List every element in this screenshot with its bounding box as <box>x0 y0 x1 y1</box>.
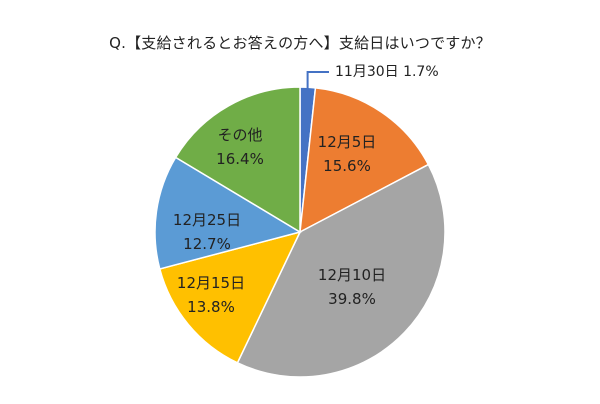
pie-slice-6 <box>174 86 301 234</box>
chart-title: Q.【支給されるとお答えの方へ】支給日はいつですか？ <box>109 34 491 52</box>
pie-slice-2 <box>299 87 430 234</box>
pie-slice-5 <box>154 156 302 270</box>
pie-slice-4 <box>158 230 302 364</box>
leader-line <box>306 71 329 91</box>
slice-value-4: 13.8% <box>187 298 235 316</box>
slice-labels: 11月30日 1.7% 12月5日 15.6% 12月10日 39.8% 12月15日 13… <box>173 64 439 316</box>
pie-slices <box>154 86 446 378</box>
slice-label-3: 12月10日 <box>318 266 386 284</box>
slice-label-6: その他 <box>217 126 262 144</box>
slice-value-6: 16.4% <box>216 150 264 168</box>
slice-label-4: 12月15日 <box>177 274 245 292</box>
slice-value-5: 12.7% <box>183 235 231 253</box>
slice-label-callout: 11月30日 1.7% <box>335 64 439 80</box>
pie-slice-3 <box>236 163 446 378</box>
slice-value-3: 39.8% <box>328 290 376 308</box>
slice-label-2: 12月5日 <box>318 133 377 151</box>
slice-value-2: 15.6% <box>323 157 371 175</box>
slice-label-5: 12月25日 <box>173 211 241 229</box>
